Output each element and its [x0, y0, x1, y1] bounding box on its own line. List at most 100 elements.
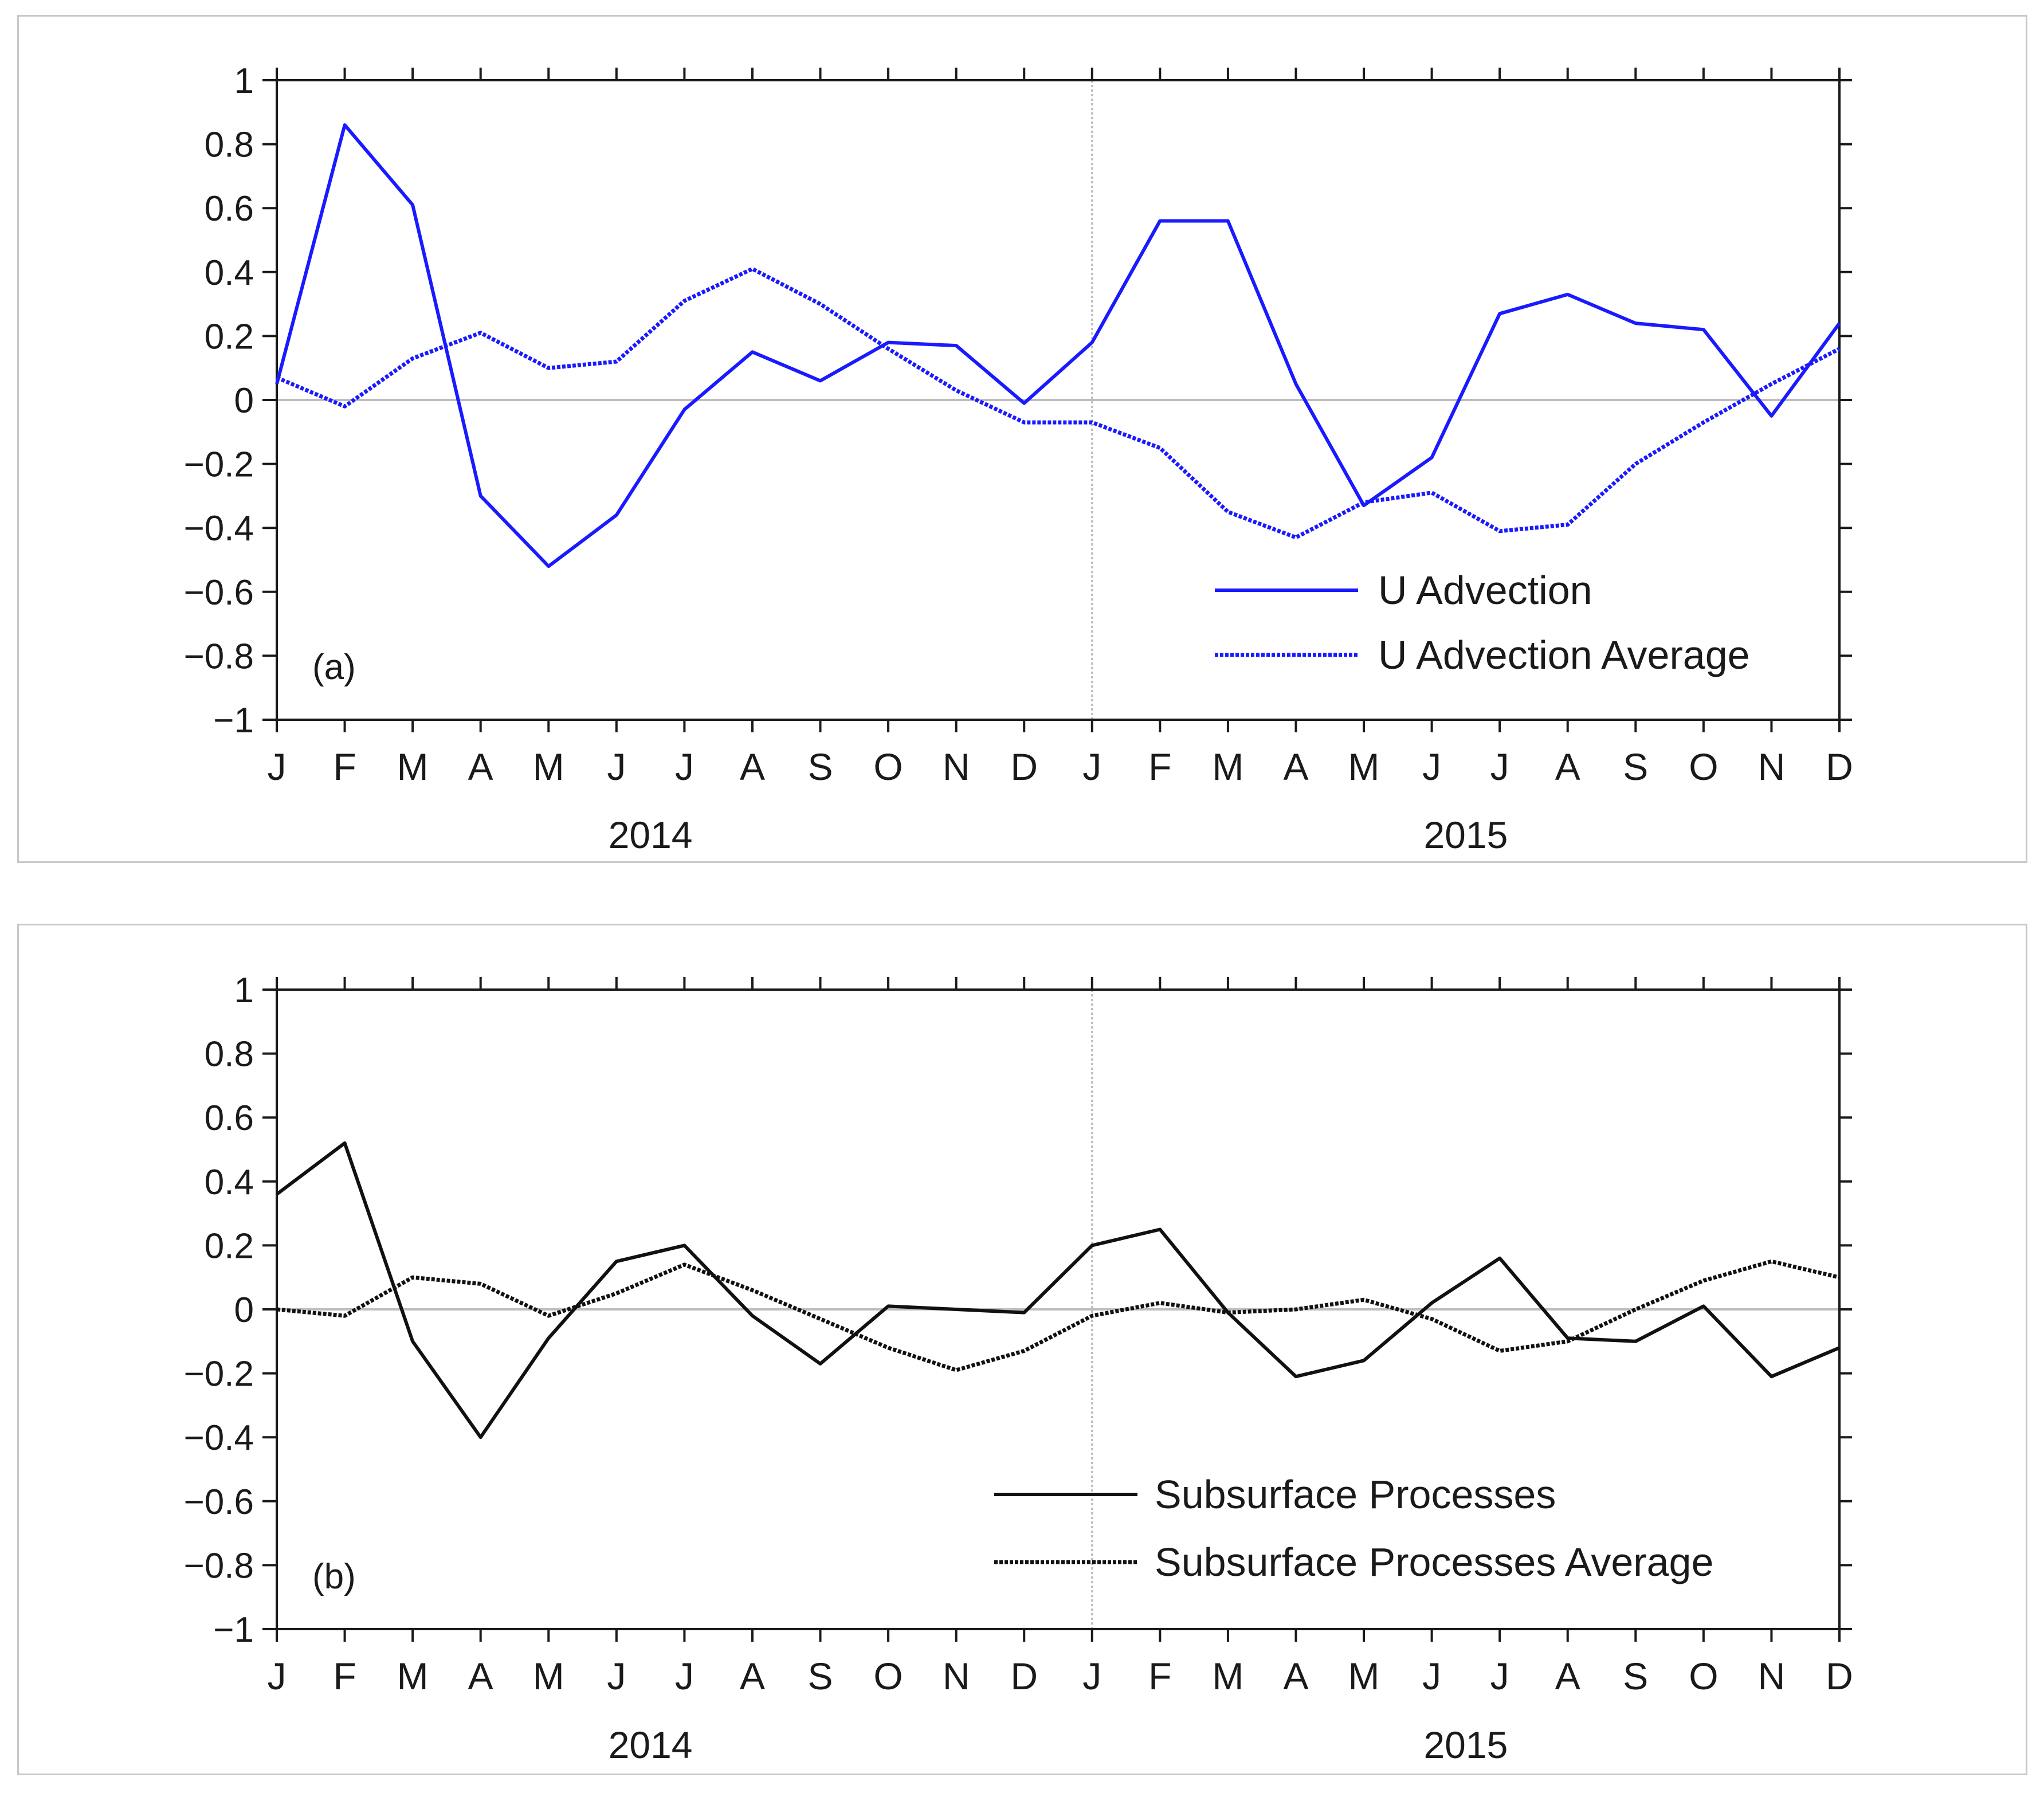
panel-a-frame: [17, 15, 2027, 863]
panel-b-data-point: [684, 1245, 685, 1246]
panel-a-xtick-label: S: [1623, 746, 1648, 788]
panel-b-legend-label: Subsurface Processes Average: [1155, 1540, 1713, 1584]
panel-b-xtick-label: O: [873, 1655, 903, 1697]
panel-a-legend-label: U Advection Average: [1378, 633, 1750, 677]
panel-a-data-point: [548, 566, 549, 567]
panel-b-xtick-label: J: [1422, 1655, 1441, 1697]
panel-b-ytick-label: −0.6: [184, 1482, 254, 1522]
panel-b-ytick-label: −0.8: [184, 1546, 254, 1586]
panel-a-data-point: [1567, 524, 1568, 525]
panel-b-data-point: [616, 1261, 617, 1262]
panel-b-data-point: [480, 1437, 481, 1438]
panel-a-data-point: [1635, 323, 1636, 324]
panel-a-xtick-label: M: [533, 746, 564, 788]
panel-b-xtick-label: M: [533, 1655, 564, 1697]
panel-a-data-point: [888, 348, 889, 349]
panel-a-xtick-label: J: [1490, 746, 1509, 788]
panel-a-xtick-label: J: [675, 746, 694, 788]
panel-a-xtick-label: A: [740, 746, 765, 788]
panel-a-xtick-label: A: [1283, 746, 1308, 788]
panel-a-data-point: [888, 342, 889, 343]
panel-b-ytick-label: −1: [213, 1610, 254, 1650]
panel-b-ytick-label: 1: [234, 971, 254, 1010]
panel-a-ytick-label: 0: [234, 381, 254, 421]
panel-a-legend-label: U Advection: [1378, 568, 1592, 613]
panel-a-xtick-label: D: [1010, 746, 1038, 788]
panel-a-data-point: [1771, 415, 1772, 416]
panel-b-ytick-label: 0.6: [205, 1098, 254, 1138]
panel-b-year-label: 2015: [1423, 1724, 1508, 1766]
panel-a-series-line-average: [276, 266, 1841, 540]
panel-b-ytick-label: 0.4: [205, 1163, 254, 1202]
panel-b-xtick-label: A: [1283, 1655, 1308, 1697]
panel-a-data-point: [684, 409, 685, 410]
panel-a-ytick-label: −0.8: [184, 637, 254, 676]
panel-b-data-point: [1703, 1306, 1704, 1307]
panel-a-data-point: [1839, 348, 1840, 349]
panel-a-data-point: [1431, 492, 1432, 493]
panel-b-data-point: [820, 1363, 821, 1364]
panel-b-data-point: [1771, 1261, 1772, 1262]
panel-b-data-point: [684, 1264, 685, 1265]
panel-a-xtick-label: M: [1212, 746, 1243, 788]
panel-b-year-label: 2014: [609, 1724, 693, 1766]
panel-b-data-point: [1431, 1302, 1432, 1303]
panel-a-xtick-label: F: [1148, 746, 1171, 788]
panel-b-xtick-label: A: [740, 1655, 765, 1697]
panel-b-data-point: [1024, 1312, 1025, 1313]
panel-a-xtick-label: M: [397, 746, 429, 788]
panel-a-xtick-label: J: [1422, 746, 1441, 788]
panel-a-xtick-label: J: [607, 746, 626, 788]
panel-b-data-point: [548, 1338, 549, 1339]
panel-a-data-point: [1024, 422, 1025, 423]
panel-a-xtick-label: A: [468, 746, 493, 788]
panel-a-year-label: 2014: [609, 814, 693, 856]
panel-a-ytick-label: 0.6: [205, 189, 254, 229]
panel-a-ytick-label: −0.2: [184, 445, 254, 485]
panel-b-series-line-average: [276, 1259, 1840, 1372]
panel-a-data-point: [480, 332, 481, 333]
panel-a-xtick-label: N: [943, 746, 970, 788]
panel-b-data-point: [1227, 1312, 1228, 1313]
panel-b-xtick-label: O: [1689, 1655, 1718, 1697]
panel-b-xtick-label: J: [675, 1655, 694, 1697]
panel-b-xtick-label: M: [1348, 1655, 1380, 1697]
panel-b-data-point: [1635, 1309, 1636, 1310]
panel-a-data-point: [1771, 384, 1772, 385]
panel-b-xtick-label: J: [268, 1655, 287, 1697]
panel-b-xtick-label: D: [1010, 1655, 1038, 1697]
panel-b-xtick-label: M: [1212, 1655, 1243, 1697]
panel-a-ytick-label: −1: [213, 701, 254, 740]
panel-a-ytick-label: 0.8: [205, 125, 254, 165]
panel-a-data-point: [1703, 422, 1704, 423]
panel-a-data-point: [1431, 457, 1432, 458]
panel-b-data-point: [888, 1347, 889, 1348]
panel-a-xtick-label: J: [268, 746, 287, 788]
panel-b-ytick-label: 0.8: [205, 1035, 254, 1074]
panel-a-xtick-label: A: [1555, 746, 1580, 788]
panel-b-xtick-label: S: [808, 1655, 833, 1697]
panel-a-xtick-label: M: [1348, 746, 1380, 788]
panel-b-xtick-label: F: [1148, 1655, 1171, 1697]
panel-b-xtick-label: M: [397, 1655, 429, 1697]
panel-b-data-point: [1567, 1338, 1568, 1339]
panel-a-ytick-label: 0.4: [205, 253, 254, 293]
panel-b-letter: (b): [312, 1557, 356, 1596]
panel-b-legend-label: Subsurface Processes: [1155, 1472, 1556, 1517]
panel-a-ytick-label: 1: [234, 61, 254, 101]
panel-b-data-point: [1771, 1376, 1772, 1377]
panel-a-xtick-label: J: [1082, 746, 1101, 788]
panel-a-data-point: [1839, 323, 1840, 324]
panel-b-xtick-label: F: [333, 1655, 356, 1697]
panel-a-xtick-label: S: [808, 746, 833, 788]
panel-a-xtick-label: D: [1826, 746, 1853, 788]
panel-b-data-point: [616, 1293, 617, 1294]
panel-a-xtick-label: N: [1758, 746, 1786, 788]
panel-a-year-label: 2015: [1423, 814, 1508, 856]
panel-b-xtick-label: A: [468, 1655, 493, 1697]
panel-a-data-point: [1703, 329, 1704, 330]
panel-b-ytick-label: −0.2: [184, 1355, 254, 1394]
panel-a-data-point: [344, 406, 345, 407]
panel-b-data-point: [1839, 1347, 1840, 1348]
